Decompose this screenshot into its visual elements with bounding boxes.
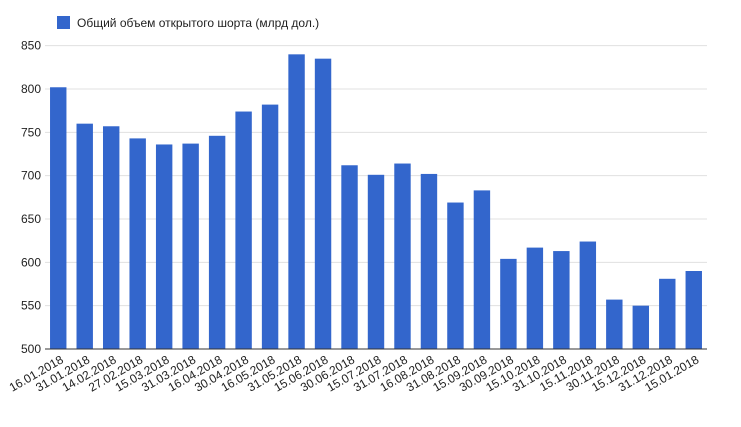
bar[interactable] xyxy=(367,174,385,349)
bar[interactable] xyxy=(394,163,411,349)
bar[interactable] xyxy=(50,87,67,350)
y-tick-label: 850 xyxy=(21,39,41,53)
bar[interactable] xyxy=(500,258,517,349)
bar[interactable] xyxy=(632,305,650,349)
bar[interactable] xyxy=(447,202,464,349)
bar[interactable] xyxy=(288,54,305,349)
bar[interactable] xyxy=(473,190,491,349)
bar[interactable] xyxy=(685,271,702,349)
bars xyxy=(50,54,702,350)
y-tick-label: 600 xyxy=(21,255,41,269)
bar[interactable] xyxy=(341,165,358,349)
y-axis-ticks: 500 550 600 650 700 750 800 850 xyxy=(21,39,41,356)
bar[interactable] xyxy=(261,104,279,349)
y-tick-label: 700 xyxy=(21,169,41,183)
y-tick-label: 550 xyxy=(21,299,41,313)
bar[interactable] xyxy=(235,111,252,350)
x-axis-ticks: 16.01.201831.01.201814.02.201827.02.2018… xyxy=(7,352,702,394)
bar[interactable] xyxy=(526,247,544,349)
bar[interactable] xyxy=(129,138,146,349)
y-tick-label: 500 xyxy=(21,342,41,356)
bar[interactable] xyxy=(76,123,93,350)
y-tick-label: 650 xyxy=(21,212,41,226)
bar[interactable] xyxy=(420,173,438,349)
bar[interactable] xyxy=(155,144,173,349)
bar[interactable] xyxy=(579,241,597,349)
legend-swatch xyxy=(57,16,70,29)
bar[interactable] xyxy=(314,58,332,350)
bar[interactable] xyxy=(553,251,570,349)
bar[interactable] xyxy=(208,135,226,349)
bar[interactable] xyxy=(182,143,199,349)
y-tick-label: 750 xyxy=(21,125,41,139)
bar[interactable] xyxy=(606,299,623,349)
y-tick-label: 800 xyxy=(21,82,41,96)
legend[interactable]: Общий объем открытого шорта (млрд дол.) xyxy=(57,16,319,30)
legend-label: Общий объем открытого шорта (млрд дол.) xyxy=(77,16,319,30)
bar[interactable] xyxy=(102,126,120,350)
bar[interactable] xyxy=(659,278,676,349)
